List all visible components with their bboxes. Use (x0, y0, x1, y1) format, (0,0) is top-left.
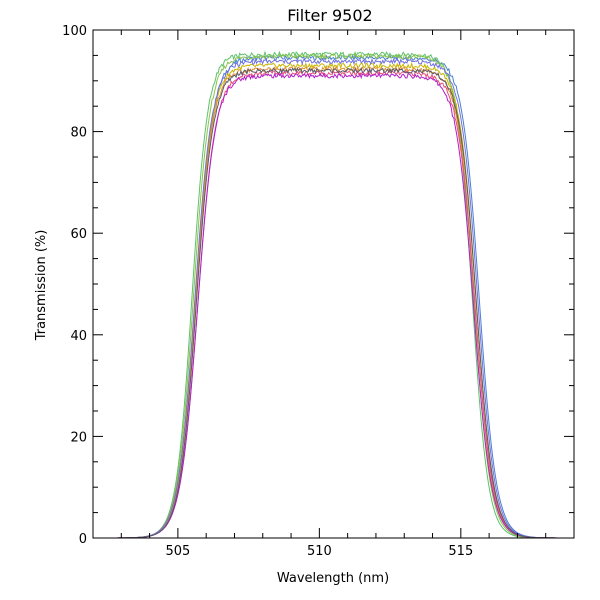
series-line (93, 52, 574, 539)
series-line (93, 69, 574, 539)
series-line (93, 61, 574, 539)
y-tick-label: 0 (79, 532, 87, 547)
series-layer (93, 50, 574, 539)
ticks-layer: 505 510 515 0 20 40 60 80 100 (62, 24, 575, 559)
plot-frame (92, 29, 575, 539)
series-line (93, 57, 574, 539)
y-tick-label: 60 (70, 227, 87, 242)
series-line (93, 50, 574, 539)
y-tick-label: 100 (62, 24, 87, 39)
y-tick-label: 80 (70, 126, 87, 141)
x-axis-label: Wavelength (nm) (277, 571, 389, 586)
series-line (93, 54, 574, 539)
series-line (93, 65, 574, 539)
x-tick-label: 515 (448, 544, 473, 559)
x-tick-label: 505 (165, 544, 190, 559)
series-line (93, 67, 574, 539)
chart-title: Filter 9502 (287, 6, 372, 25)
y-axis-label: Transmission (%) (34, 230, 49, 342)
series-line (93, 72, 574, 539)
y-tick-label: 20 (70, 430, 87, 445)
y-tick-label: 40 (70, 329, 87, 344)
x-tick-label: 510 (307, 544, 332, 559)
